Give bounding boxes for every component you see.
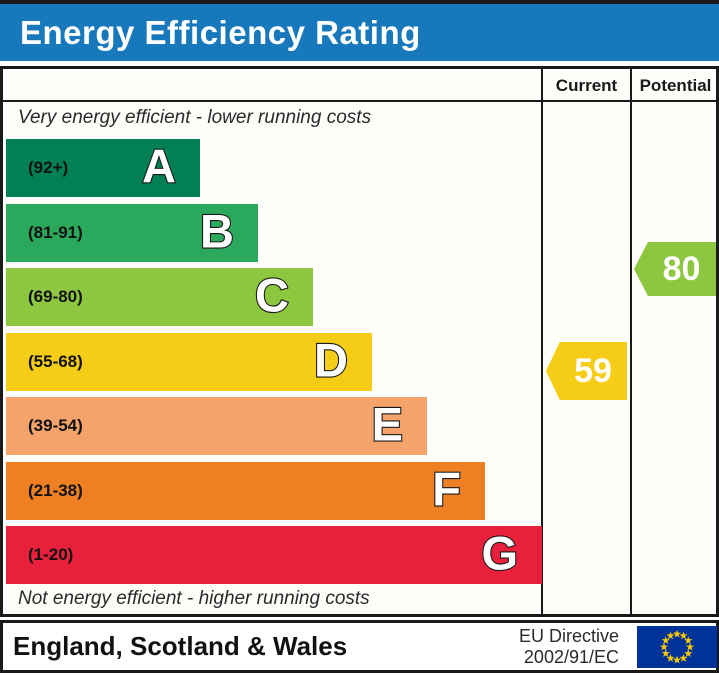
band-row-e: (39-54) E [6, 397, 427, 455]
page-title: Energy Efficiency Rating [20, 13, 421, 51]
region-label: England, Scotland & Wales [13, 631, 348, 661]
band-row-g: (1-20) G [6, 526, 542, 584]
title-bar: Energy Efficiency Rating [0, 4, 719, 61]
current-rating-value: 59 [574, 351, 612, 390]
band-range-label: (81-91) [28, 223, 83, 242]
eu-flag-icon [637, 626, 717, 668]
top-note: Very energy efficient - lower running co… [18, 107, 372, 128]
eu-directive-line2: 2002/91/EC [523, 647, 619, 667]
band-range-label: (39-54) [28, 416, 83, 435]
band-row-b: (81-91) B [6, 204, 258, 262]
header-divider-rule [0, 100, 719, 102]
band-range-label: (92+) [28, 158, 69, 177]
band-row-a: (92+) A [6, 139, 200, 197]
current-rating-arrow: 59 [546, 342, 627, 400]
band-row-d: (55-68) D [6, 333, 372, 391]
band-row-c: (69-80) C [6, 268, 313, 326]
current-column-divider [541, 66, 543, 617]
band-letter: C [254, 268, 290, 322]
eu-directive-line1: EU Directive [518, 626, 619, 646]
potential-rating-value: 80 [662, 249, 701, 288]
footer-bar: England, Scotland & Wales EU Directive 2… [0, 620, 719, 673]
current-column-header: Current [555, 76, 618, 95]
top-border-rule [0, 0, 719, 4]
band-range-label: (55-68) [28, 352, 83, 371]
band-letter: G [480, 526, 519, 580]
band-letter: D [313, 333, 349, 387]
potential-column-header: Potential [639, 76, 712, 95]
band-range-label: (1-20) [28, 545, 74, 564]
band-letter: E [371, 397, 405, 451]
band-letter: B [199, 204, 235, 258]
band-range-label: (21-38) [28, 481, 83, 500]
band-range-label: (69-80) [28, 287, 83, 306]
potential-rating-arrow: 80 [634, 242, 716, 296]
bottom-note: Not energy efficient - higher running co… [18, 588, 370, 609]
band-letter: F [431, 462, 462, 516]
band-row-f: (21-38) F [6, 462, 485, 520]
potential-column-divider [630, 66, 632, 617]
band-letter: A [141, 139, 177, 193]
eu-directive-label: EU Directive 2002/91/EC [519, 626, 619, 668]
